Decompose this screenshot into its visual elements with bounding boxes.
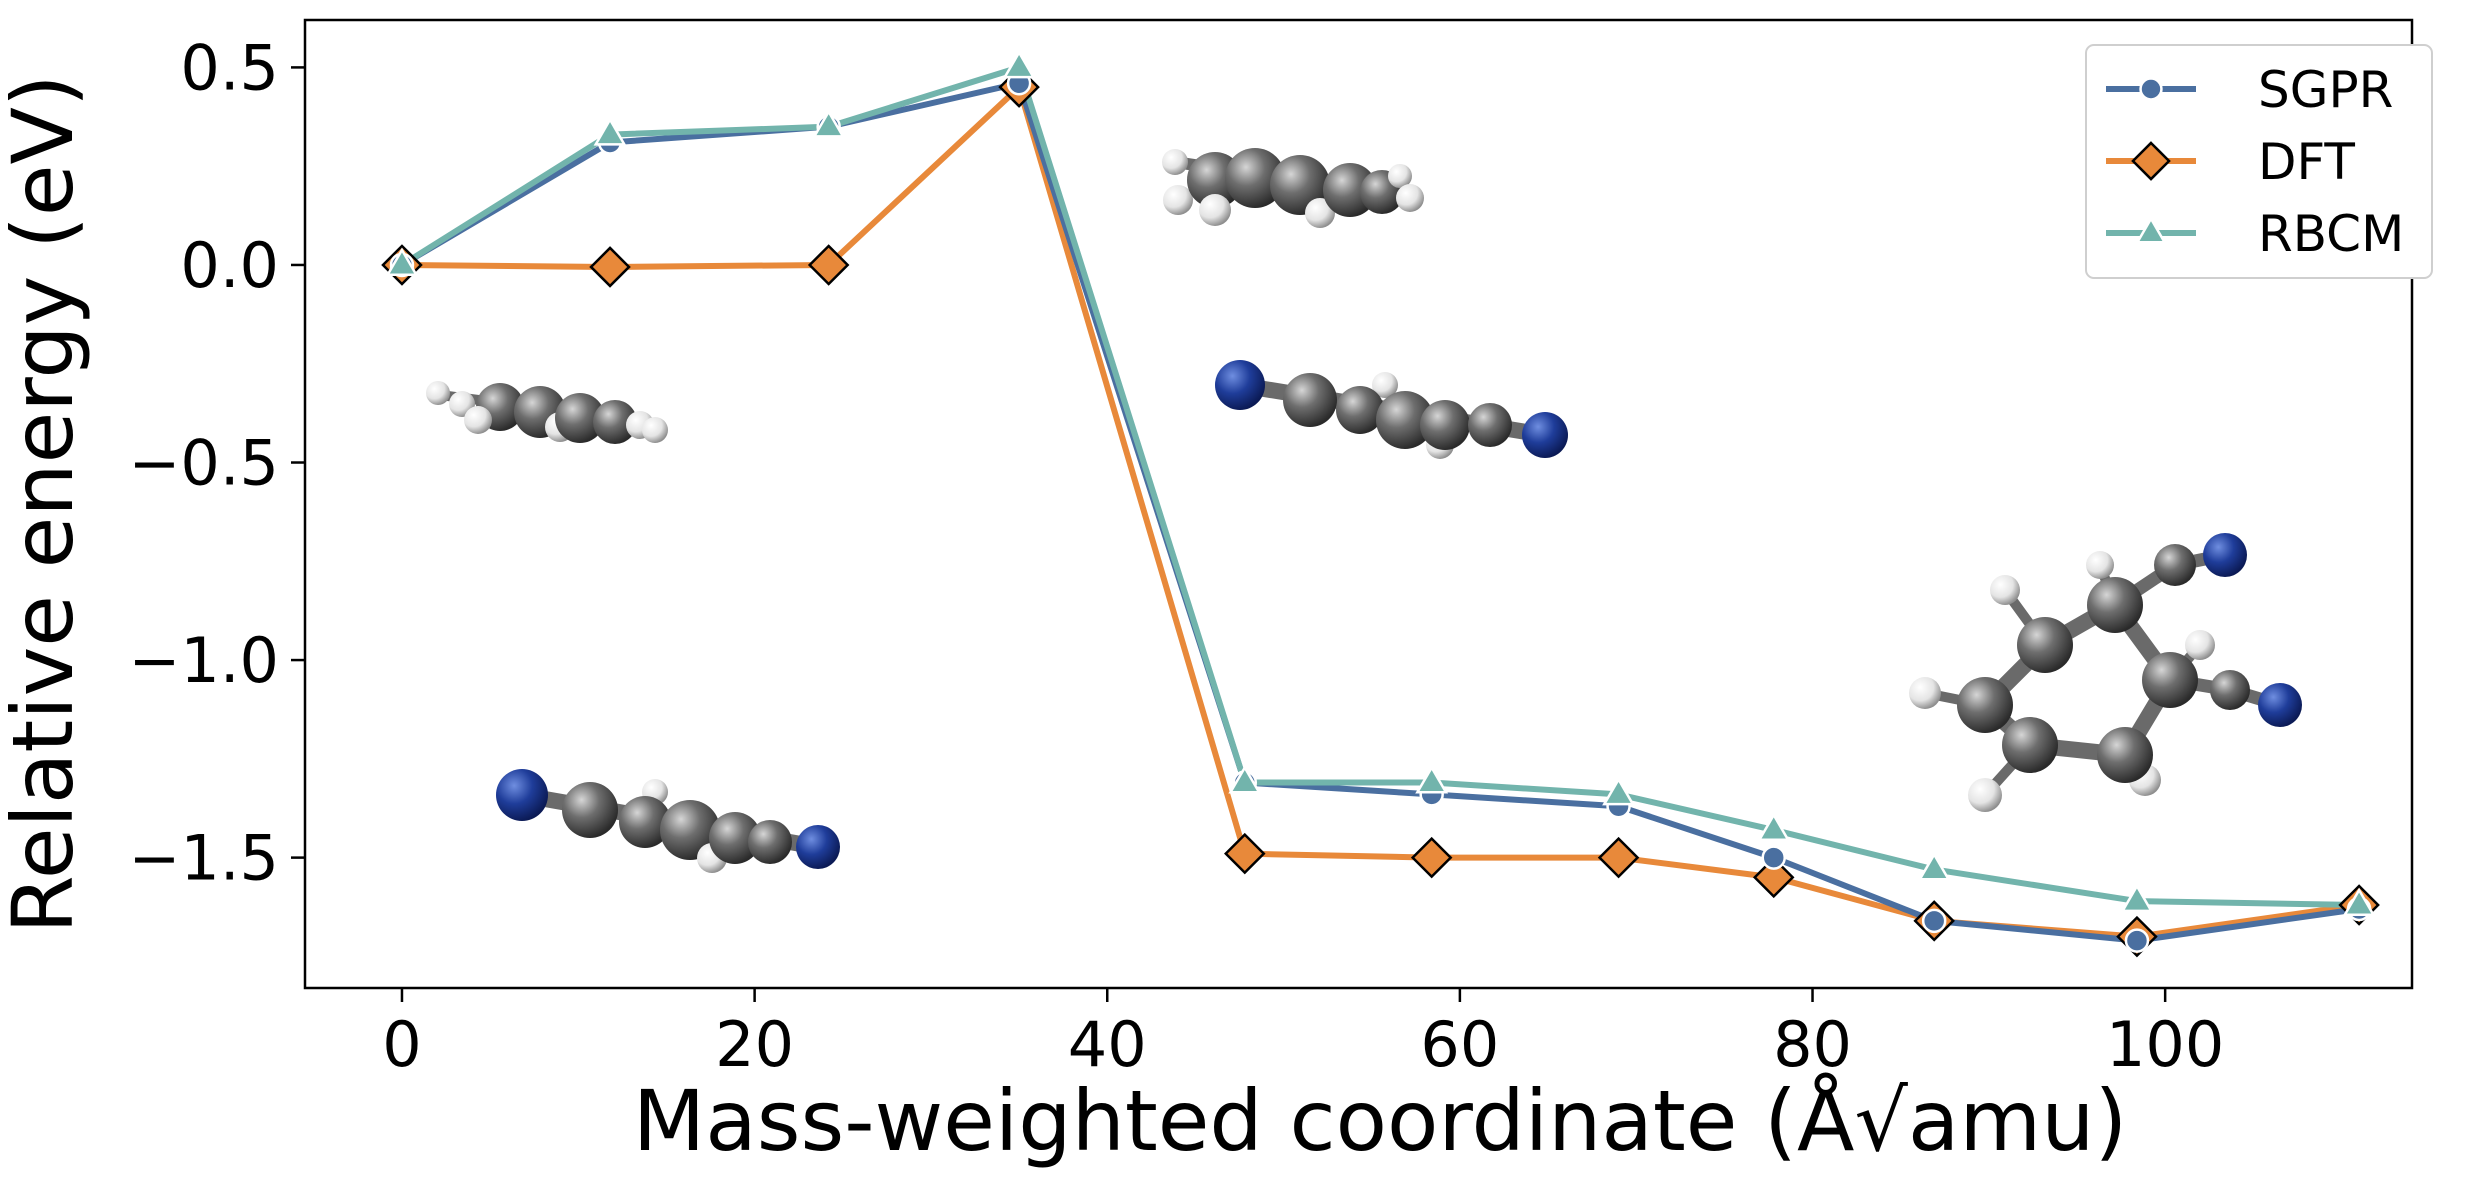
atom-c [562, 782, 618, 838]
atom-c [619, 796, 671, 848]
x-tick-label: 0 [382, 1008, 421, 1081]
legend-item-rbcm: RBCM [2106, 205, 2404, 263]
y-tick-label: −0.5 [128, 427, 279, 500]
dft-point [807, 244, 850, 286]
x-tick-label: 80 [1773, 1008, 1852, 1081]
dft-point [1752, 856, 1795, 899]
atom-c [1283, 373, 1337, 427]
molecule-benzene-mid [1162, 148, 1424, 228]
atom-c [2154, 544, 2196, 586]
molecule-dicyano-ring [1909, 533, 2302, 812]
rbcm-point [1415, 765, 1449, 794]
atom-h [1199, 194, 1231, 226]
atom-n [796, 825, 840, 869]
legend-item-dft: DFT [2106, 133, 2355, 191]
atom-h [1396, 184, 1424, 212]
axis-ticks: 0 20 40 60 80 100 0.5 0.0 −0.5 −1.0 −1.5 [128, 31, 2224, 1081]
rbcm-point [1757, 812, 1791, 841]
rbcm-point [2120, 883, 2154, 913]
y-tick-label: 0.0 [180, 229, 279, 302]
rbcm-point [1602, 776, 1636, 806]
y-axis-label: Relative energy (eV) [0, 74, 92, 934]
sgpr-point [2139, 77, 2163, 101]
x-tick-label: 60 [1420, 1008, 1499, 1081]
atom-c [1376, 391, 1434, 449]
dft-point [1597, 836, 1640, 879]
series-markers-dft [381, 66, 2380, 958]
atom-n [1522, 412, 1568, 458]
legend-item-sgpr: SGPR [2106, 61, 2393, 119]
atom-c [2002, 717, 2058, 773]
atom-h [464, 406, 492, 434]
x-axis-label: Mass-weighted coordinate (Å√amu) [633, 1071, 2128, 1170]
atom-c [1468, 403, 1512, 447]
atom-h [2086, 551, 2114, 579]
atom-n [1215, 360, 1265, 410]
atom-c [1957, 677, 2013, 733]
dft-point [589, 246, 631, 288]
atom-n [496, 769, 548, 821]
molecule-dicyano-mid [1215, 360, 1568, 459]
atom-h [1990, 575, 2020, 605]
legend-label-dft: DFT [2258, 133, 2355, 191]
molecule-dicyano-left [496, 769, 840, 873]
atom-c [2017, 617, 2073, 673]
rbcm-point [593, 117, 627, 146]
sgpr-point [2124, 928, 2150, 953]
atom-c [2210, 670, 2250, 710]
atom-h [1372, 372, 1398, 398]
x-tick-label: 20 [715, 1008, 794, 1081]
legend-label-sgpr: SGPR [2258, 61, 2393, 119]
molecule-illustrations [426, 148, 2302, 873]
sgpr-point [1761, 845, 1786, 870]
rbcm-point [812, 109, 846, 138]
dft-point [1224, 832, 1266, 875]
atom-c [593, 400, 637, 444]
atom-c [1420, 400, 1470, 450]
rbcm-point [2342, 887, 2376, 917]
atom-c [555, 393, 605, 443]
atom-c [709, 812, 761, 864]
legend-box [2085, 44, 2433, 279]
rbcm-point [385, 247, 419, 276]
series-layer [381, 49, 2380, 958]
y-tick-label: 0.5 [180, 31, 279, 104]
legend: SGPR DFT RBCM [2085, 44, 2433, 279]
rbcm-point [1228, 765, 1262, 794]
sgpr-point [1921, 908, 1947, 934]
atom-c [2087, 577, 2143, 633]
legend-label-rbcm: RBCM [2258, 205, 2404, 263]
y-tick-label: −1.0 [128, 624, 279, 697]
series-markers-rbcm [385, 49, 2376, 917]
rbcm-point [2135, 216, 2167, 244]
atom-n [2258, 683, 2302, 727]
atom-h [426, 381, 450, 405]
x-tick-label: 100 [2106, 1008, 2224, 1081]
atom-c [1336, 386, 1384, 434]
atom-h [642, 417, 668, 443]
atom-h [2185, 630, 2215, 660]
dft-point [1410, 836, 1453, 879]
molecule-benzene-left [426, 381, 668, 444]
atom-c [748, 820, 792, 864]
y-tick-label: −1.5 [128, 822, 279, 895]
atom-h [1163, 185, 1193, 215]
atom-h [1388, 164, 1412, 188]
x-tick-label: 40 [1068, 1008, 1147, 1081]
atom-c [1225, 148, 1285, 208]
dft-point [2131, 141, 2171, 181]
plot-frame [303, 18, 2414, 990]
atom-c [2142, 652, 2198, 708]
atom-c [2097, 727, 2153, 783]
rbcm-point [1002, 49, 1036, 79]
atom-h [1162, 149, 1188, 175]
atom-h [1909, 677, 1941, 709]
atom-h [1968, 778, 2002, 812]
rbcm-point [1917, 852, 1951, 881]
atom-h [1305, 198, 1335, 228]
atom-n [2203, 533, 2247, 577]
